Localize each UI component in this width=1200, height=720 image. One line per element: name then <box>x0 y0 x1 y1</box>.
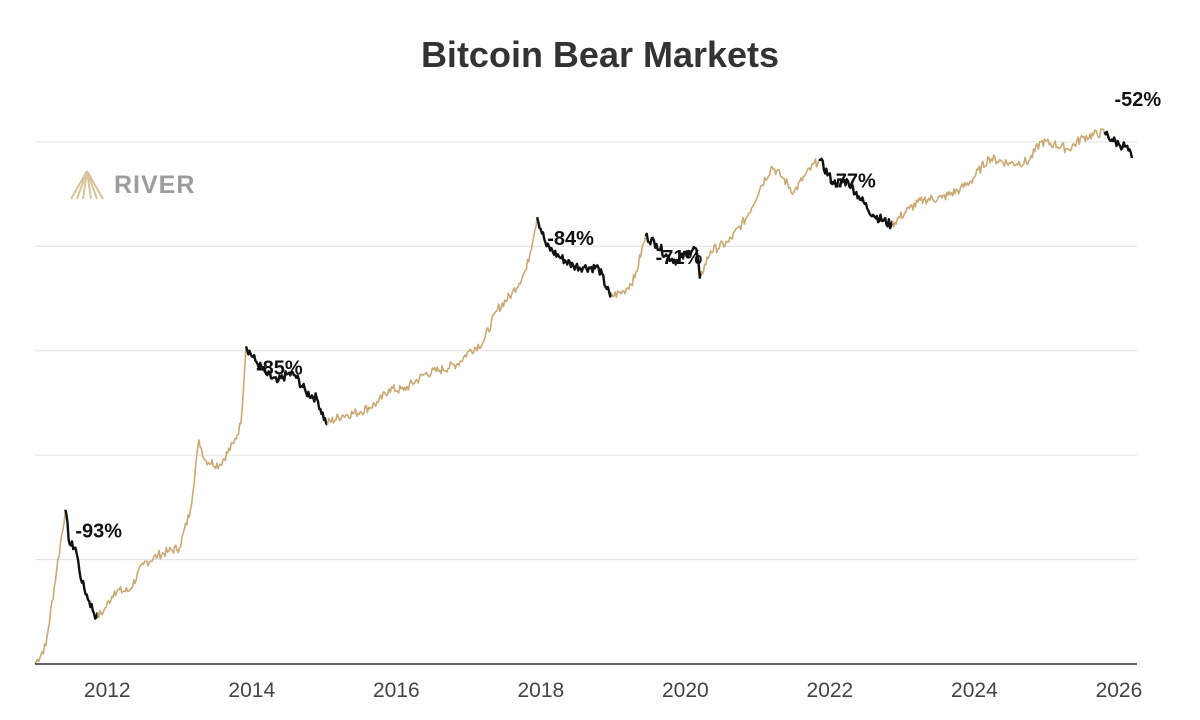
x-tick-label: 2022 <box>807 679 854 702</box>
bear-market-line <box>536 216 613 298</box>
x-tick-label: 2012 <box>84 679 131 702</box>
x-tick-label: 2014 <box>228 679 275 702</box>
chart-title: Bitcoin Bear Markets <box>420 34 780 75</box>
drawdown-label: -85% <box>256 357 303 379</box>
bull-market-line <box>610 235 647 299</box>
x-tick-label: 2026 <box>1096 679 1143 702</box>
brand-logo: RIVER <box>70 170 195 200</box>
bull-market-line <box>96 346 247 619</box>
bull-market-line <box>34 509 67 665</box>
drawdown-label: -93% <box>75 521 122 543</box>
bear-market-line <box>818 157 894 230</box>
bear-market-line <box>1103 130 1134 159</box>
bull-market-line <box>326 217 538 426</box>
x-tick-label: 2020 <box>662 679 709 702</box>
bull-market-line <box>891 128 1106 228</box>
x-tick-label: 2024 <box>951 679 998 702</box>
bull-market-line <box>700 158 820 276</box>
drawdown-label: -52% <box>1114 89 1161 111</box>
x-tick-label: 2018 <box>517 679 564 702</box>
brand-name: RIVER <box>114 170 196 199</box>
drawdown-label: -77% <box>829 170 876 192</box>
x-tick-label: 2016 <box>373 679 420 702</box>
bear-market-line <box>64 509 99 620</box>
drawdown-label: -71% <box>656 247 703 269</box>
bear-market-line <box>644 232 703 279</box>
river-logo-icon <box>70 170 104 200</box>
bear-market-line <box>244 346 329 426</box>
drawdown-label: -84% <box>547 228 594 250</box>
